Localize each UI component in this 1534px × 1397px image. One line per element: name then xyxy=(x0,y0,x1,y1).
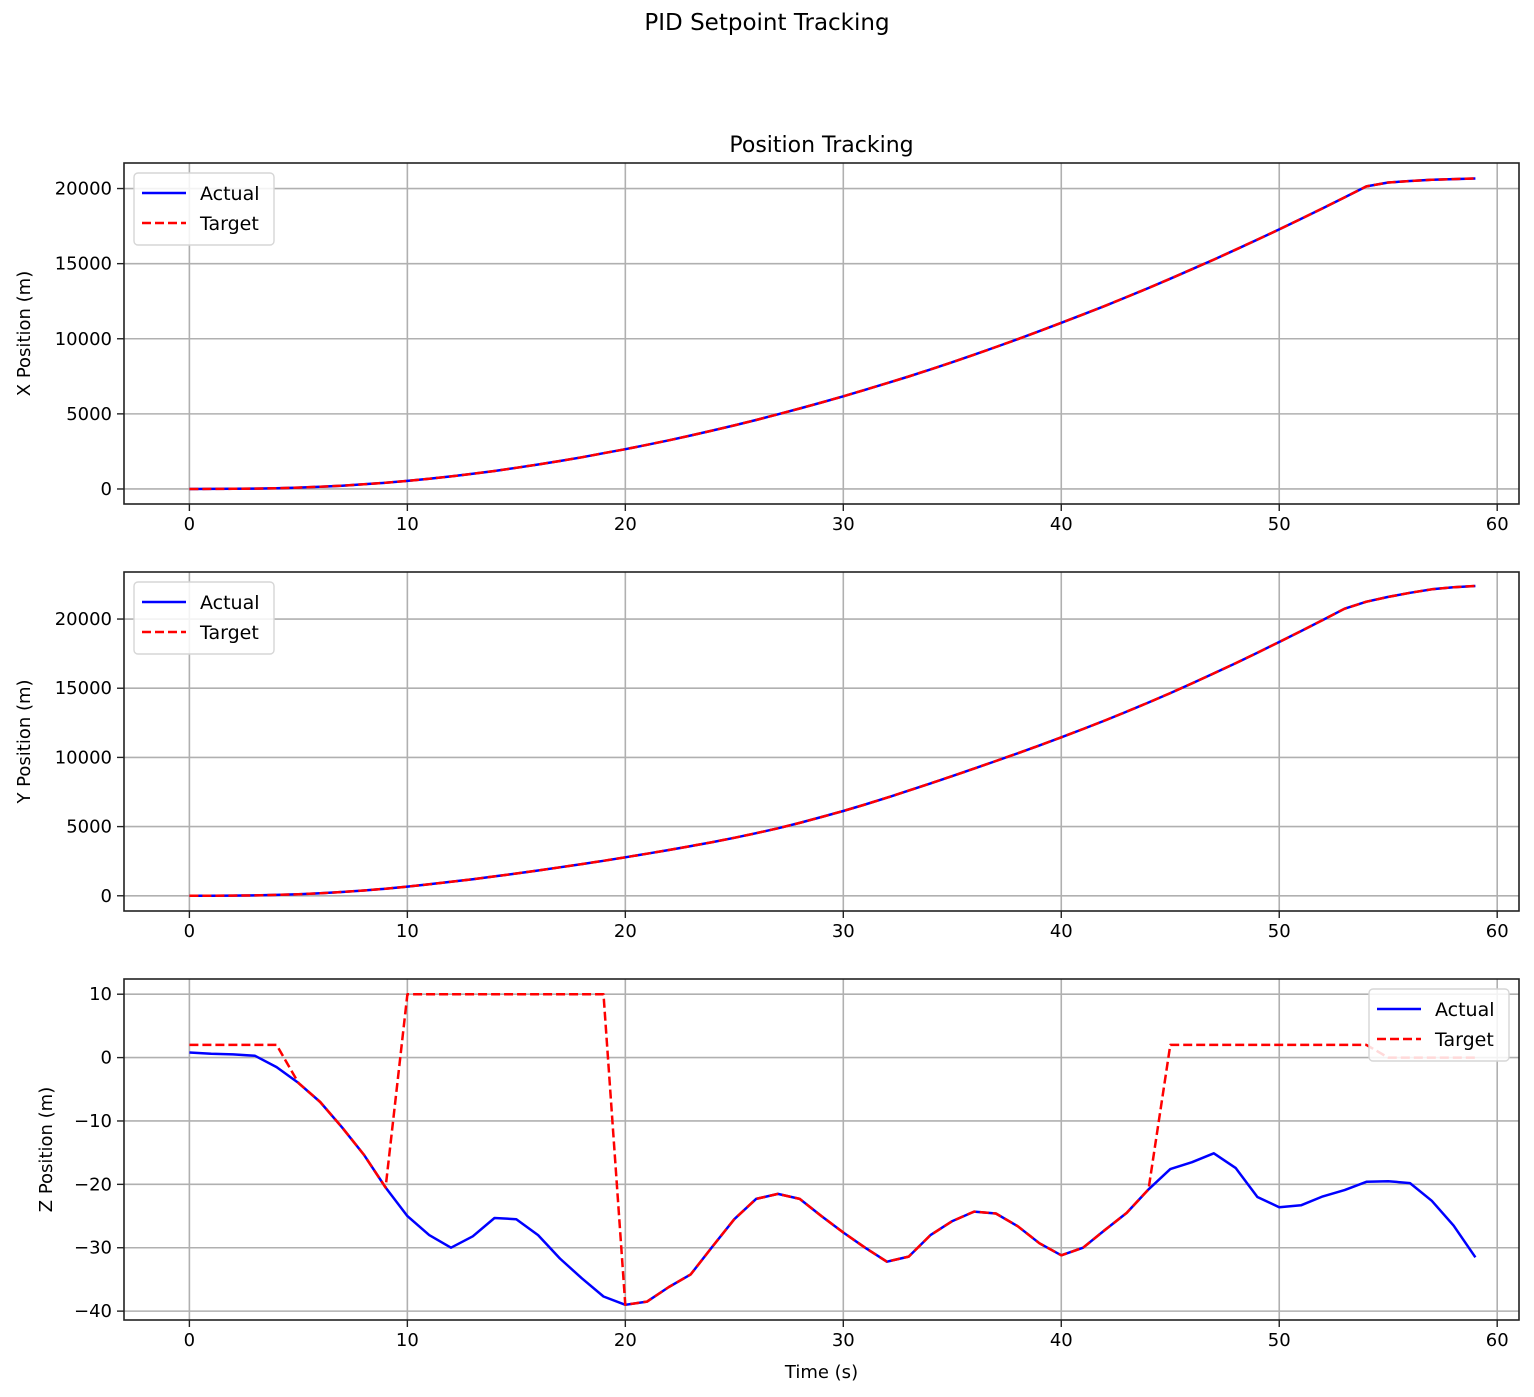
series-line-target xyxy=(189,992,1476,1307)
x-tick-label: 60 xyxy=(1486,514,1509,535)
axes-frame xyxy=(123,571,1520,912)
legend: Actual Target xyxy=(133,581,275,655)
figure-suptitle: PID Setpoint Tracking xyxy=(644,10,890,36)
x-tick-label: 10 xyxy=(396,514,419,535)
y-tick-label: −20 xyxy=(74,1174,112,1195)
legend-box xyxy=(133,172,275,246)
x-tick-label: 50 xyxy=(1268,1330,1291,1351)
series-line-actual xyxy=(189,584,1476,898)
series-line-target xyxy=(189,177,1476,491)
y-axis-label: X Position (m) xyxy=(14,271,35,396)
x-tick-label: 30 xyxy=(832,921,855,942)
axes-frame xyxy=(123,162,1520,505)
y-tick-label: 15000 xyxy=(55,678,112,699)
subplot-3: 0 10 20 30 40 50 60 −40 −30 −20 −10 0 10 Z Position (… xyxy=(36,978,1520,1383)
y-tick-label: 0 xyxy=(101,886,112,907)
legend-label-target: Target xyxy=(1434,1029,1494,1051)
x-tick-label: 0 xyxy=(184,921,195,942)
y-axis-label: Y Position (m) xyxy=(14,679,35,804)
y-tick-label: 0 xyxy=(101,479,112,500)
legend-box xyxy=(133,581,275,655)
subplot-1: 0 10 20 30 40 50 60 0 5000 10000 15000 20000 Positio… xyxy=(14,133,1520,535)
legend-box xyxy=(1368,988,1510,1062)
y-tick-label: 20000 xyxy=(55,179,112,200)
legend-label-actual: Actual xyxy=(1435,999,1495,1021)
x-tick-label: 30 xyxy=(832,514,855,535)
y-tick-label: −10 xyxy=(74,1111,112,1132)
x-tick-label: 10 xyxy=(396,921,419,942)
legend: Actual Target xyxy=(133,172,275,246)
y-tick-label: −30 xyxy=(74,1238,112,1259)
subplot-2: 0 10 20 30 40 50 60 0 5000 10000 15000 20000 Y Posit… xyxy=(14,571,1520,942)
x-tick-label: 20 xyxy=(614,514,637,535)
y-tick-label: 10 xyxy=(89,984,112,1005)
x-tick-label: 60 xyxy=(1486,921,1509,942)
legend-label-actual: Actual xyxy=(200,592,260,614)
y-tick-label: 10000 xyxy=(55,747,112,768)
legend-label-target: Target xyxy=(199,213,259,235)
series-line-actual xyxy=(189,177,1476,491)
x-tick-label: 50 xyxy=(1268,921,1291,942)
axes-frame xyxy=(123,978,1520,1321)
x-tick-label: 20 xyxy=(614,921,637,942)
y-tick-label: 15000 xyxy=(55,254,112,275)
x-tick-label: 0 xyxy=(184,514,195,535)
x-axis-label: Time (s) xyxy=(784,1362,858,1383)
y-tick-label: 0 xyxy=(101,1048,112,1069)
subplot-title: Position Tracking xyxy=(729,133,913,158)
legend-label-target: Target xyxy=(199,622,259,644)
x-tick-label: 40 xyxy=(1050,1330,1073,1351)
x-tick-label: 0 xyxy=(184,1330,195,1351)
series-line-target xyxy=(189,584,1476,898)
x-tick-label: 40 xyxy=(1050,921,1073,942)
x-tick-label: 60 xyxy=(1486,1330,1509,1351)
y-tick-label: 20000 xyxy=(55,609,112,630)
y-axis-label: Z Position (m) xyxy=(36,1087,57,1212)
x-tick-label: 30 xyxy=(832,1330,855,1351)
y-tick-label: 5000 xyxy=(66,404,112,425)
y-tick-label: −40 xyxy=(74,1301,112,1322)
legend: Actual Target xyxy=(1368,988,1510,1062)
y-tick-label: 5000 xyxy=(66,817,112,838)
legend-label-actual: Actual xyxy=(200,183,260,205)
x-tick-label: 50 xyxy=(1268,514,1291,535)
y-tick-label: 10000 xyxy=(55,329,112,350)
x-tick-label: 20 xyxy=(614,1330,637,1351)
x-tick-label: 10 xyxy=(396,1330,419,1351)
x-tick-label: 40 xyxy=(1050,514,1073,535)
series-line-actual xyxy=(189,1051,1477,1307)
